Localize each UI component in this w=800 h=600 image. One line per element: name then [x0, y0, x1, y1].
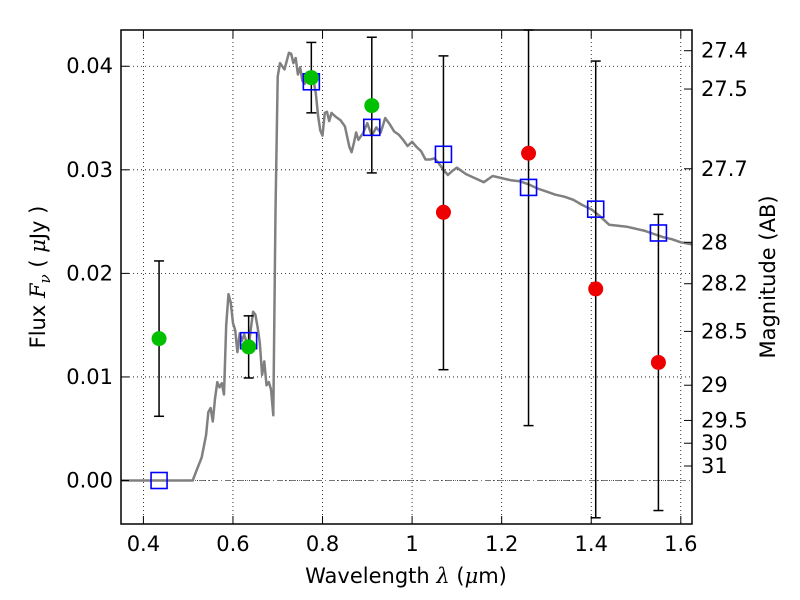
- y-tick-label-4: 0.04: [66, 54, 113, 78]
- x-tick-label-3: 1: [405, 532, 418, 556]
- x-tick-label-5: 1.4: [575, 532, 608, 556]
- model-photometry-square-3: [362, 118, 381, 137]
- y-tick-label-2: 0.02: [66, 261, 113, 285]
- y2-axis-label: Magnitude (AB): [756, 195, 780, 358]
- x-tick-label-1: 0.6: [216, 532, 249, 556]
- y-tick-label-1: 0.01: [66, 365, 113, 389]
- y-tick-label-0: 0.00: [66, 469, 113, 493]
- ir-point-3: [650, 354, 666, 370]
- y-axis-label-units-open: (: [26, 253, 50, 275]
- model-spectrum-line: [121, 51, 692, 482]
- model-photometry-square-7: [649, 224, 668, 242]
- x-axis-label: Wavelength λ (μm): [305, 564, 507, 588]
- plot-frame: [120, 29, 693, 525]
- y2-tick-label-1: 27.5: [701, 77, 748, 101]
- x-axis-ticks: 0.4 0.6 0.8 1 1.2 1.4 1.6: [127, 30, 698, 556]
- y-axis-label-prefix: Flux: [26, 298, 50, 348]
- x-axis-label-symbol: λ: [435, 564, 449, 588]
- y2-tick-label-3: 28: [701, 230, 728, 254]
- y-axis-label-subscript: ν: [36, 274, 54, 283]
- model-photometry-square-4: [434, 145, 453, 164]
- y2-tick-label-5: 28.5: [701, 319, 748, 343]
- x-axis-label-units-close: m): [478, 564, 507, 588]
- model-photometry-square-5: [519, 178, 538, 197]
- ir-point-1: [521, 145, 537, 161]
- x-tick-label-2: 0.8: [306, 532, 339, 556]
- y2-tick-label-6: 29: [701, 373, 728, 397]
- detection-point-1: [241, 339, 257, 355]
- detection-point-3: [364, 98, 380, 114]
- y-axis-label: Flux Fν ( μJy ): [26, 206, 54, 349]
- y2-tick-label-9: 31: [701, 454, 728, 478]
- y2-tick-label-7: 29.5: [701, 408, 748, 432]
- y-axis-label-mu: μ: [26, 239, 50, 253]
- ir-point-2: [588, 281, 604, 297]
- x-axis-label-prefix: Wavelength: [305, 564, 436, 588]
- x-tick-label-6: 1.6: [664, 532, 697, 556]
- model-spectrum: [121, 51, 692, 482]
- detection-point-0: [151, 331, 167, 347]
- y2-tick-label-4: 28.2: [701, 272, 748, 296]
- model-photometry-square-0: [150, 471, 168, 490]
- y-axis-label-units-close: Jy ): [26, 206, 50, 242]
- detection-point-2: [303, 70, 319, 86]
- y2-tick-label-8: 30: [701, 431, 728, 455]
- ir-point-0: [435, 204, 451, 220]
- x-axis-label-units-open: (: [450, 564, 465, 588]
- y-tick-label-3: 0.03: [66, 158, 113, 182]
- y-axis-ticks: 0.00 0.01 0.02 0.03 0.04: [66, 54, 129, 493]
- y2-tick-label-2: 27.7: [701, 157, 748, 181]
- y-axis-label-symbol: F: [26, 282, 50, 299]
- observed-points: [151, 70, 666, 370]
- model-photometry-square-6: [586, 200, 605, 218]
- x-tick-label-0: 0.4: [127, 532, 160, 556]
- y2-tick-label-0: 27.4: [701, 39, 748, 63]
- x-axis-label-mu: μ: [465, 564, 479, 588]
- x-tick-label-4: 1.2: [485, 532, 518, 556]
